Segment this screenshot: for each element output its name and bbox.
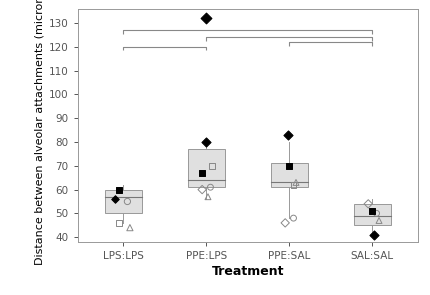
Point — [198, 187, 205, 192]
Bar — [104, 190, 141, 213]
Point — [198, 171, 205, 175]
Point — [115, 221, 122, 225]
Bar — [187, 149, 224, 187]
Point — [281, 221, 288, 225]
Point — [124, 199, 131, 204]
X-axis label: Treatment: Treatment — [211, 265, 283, 278]
Bar — [353, 204, 390, 225]
Y-axis label: Distance between alveolar attachments (microns): Distance between alveolar attachments (m… — [34, 0, 45, 265]
Point — [204, 194, 211, 199]
Point — [375, 218, 381, 223]
Point — [110, 163, 117, 168]
Point — [206, 185, 213, 190]
Point — [203, 16, 209, 21]
Point — [364, 201, 371, 206]
Point — [362, 183, 369, 187]
Point — [111, 197, 118, 201]
Point — [285, 163, 292, 168]
Point — [115, 187, 122, 192]
Point — [126, 225, 133, 230]
Point — [294, 142, 301, 147]
Point — [203, 140, 209, 144]
Bar — [270, 163, 307, 187]
Point — [283, 132, 290, 137]
Point — [208, 163, 215, 168]
Point — [289, 183, 296, 187]
Point — [370, 232, 377, 237]
Point — [372, 211, 379, 216]
Point — [368, 209, 375, 213]
Point — [289, 216, 296, 220]
Point — [292, 180, 299, 185]
